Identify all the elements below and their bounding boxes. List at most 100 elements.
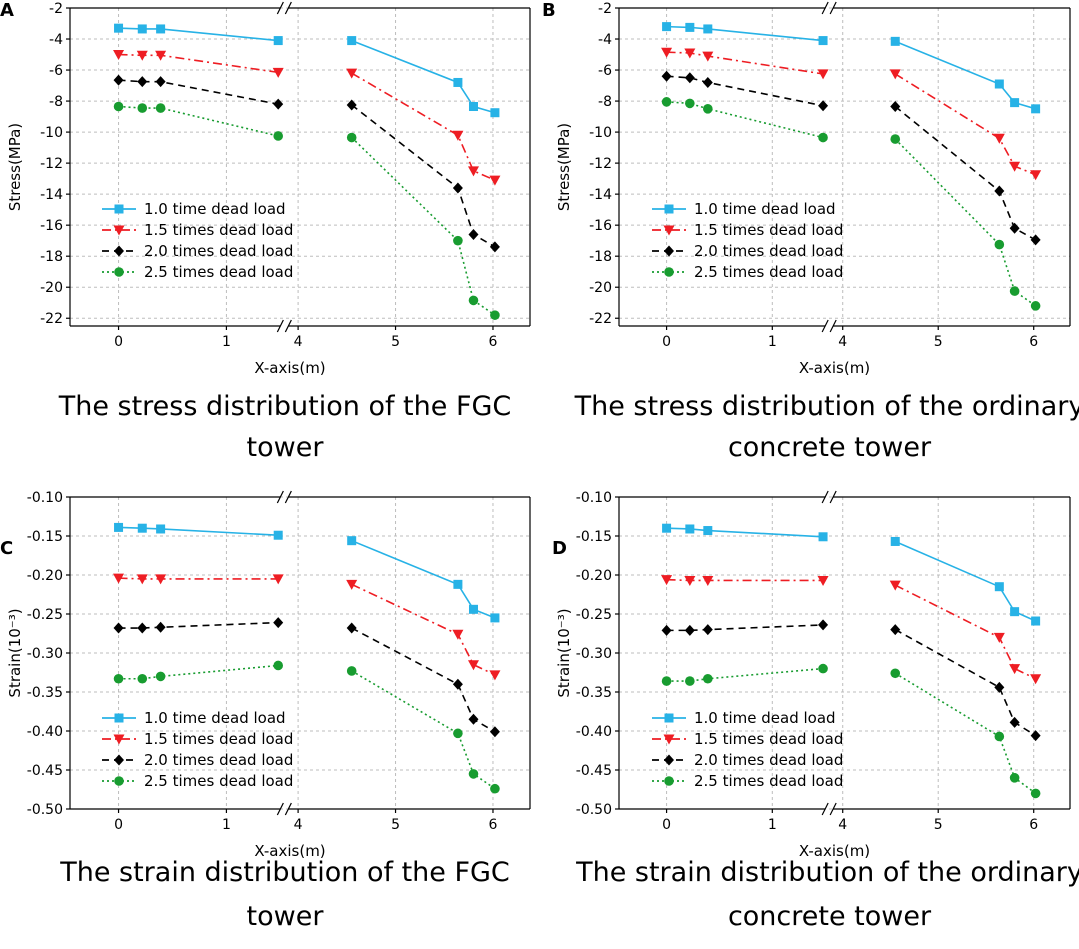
series-line-right [351,627,496,733]
plot-frame [69,1,531,333]
data-point [1009,286,1020,296]
y-tick-label: -0.35 [576,685,612,701]
data-point [273,660,284,671]
series-line-right [894,73,1036,176]
data-point [489,241,500,253]
data-point [662,523,672,533]
legend-marker [664,204,674,214]
data-point [453,235,463,246]
y-tick-label: -20 [589,280,612,296]
series-1 [662,523,1041,626]
data-point [467,166,479,177]
data-point [346,68,358,79]
axis-break-mark [284,802,292,816]
legend-label: 2.5 times dead load [144,772,293,790]
legend-marker [663,734,675,745]
data-point [703,673,713,684]
y-tick-label: -0.10 [576,490,612,506]
legend-label: 2.0 times dead load [694,751,843,769]
y-tick-label: -0.40 [27,724,63,740]
y-tick-label: -10 [589,125,612,141]
legend-label: 1.0 time dead load [144,709,286,727]
legend-marker [113,225,125,236]
legend-marker [663,225,675,236]
series-line-left [666,75,824,107]
series-line-left [666,25,824,42]
data-point [890,668,901,679]
data-point [1009,222,1020,234]
data-point [661,47,673,58]
data-point [468,604,478,614]
data-point [155,103,166,113]
x-tick-label: 6 [1029,817,1038,833]
x-tick-label: 1 [768,817,777,833]
legend: 1.0 time dead load 1.5 times dead load 2.0… [102,200,293,281]
y-axis-label: Stress(MPa) [6,123,24,211]
legend-marker [114,267,124,277]
series-line-left [118,664,279,680]
series-1 [114,23,500,118]
data-point [468,713,479,725]
data-point [818,532,828,542]
series-3 [113,74,500,253]
data-point [890,36,900,46]
x-tick-label: 1 [222,334,231,350]
y-tick-label: -0.15 [576,529,612,545]
data-point [453,77,463,87]
data-point [994,582,1004,592]
y-tick-label: -4 [598,32,612,48]
data-point [684,48,696,59]
data-point [994,731,1005,742]
data-point [661,70,672,82]
data-point [137,673,148,684]
plot-frame [618,1,1071,333]
legend-marker [664,267,674,277]
y-tick-label: -0.50 [576,802,612,818]
series-4 [113,101,500,320]
axis-break-mark [276,490,284,504]
series-3 [661,70,1041,246]
x-tick-label: 4 [838,334,847,350]
data-point [136,50,148,61]
legend-marker [114,713,124,723]
data-point [137,24,147,34]
legend-marker [114,754,124,766]
data-point [889,580,901,591]
x-tick-label: 0 [662,817,671,833]
data-point [817,69,829,80]
series-line-left [666,51,824,75]
data-point [113,622,124,634]
data-point [703,526,713,536]
series-line-left [666,527,824,538]
panel-letter: C [0,538,13,559]
chart-panel-a: -2 -4 -6 -8 -10 -12 -14 -16 -18 -20 -22 0 1 4 5 6 X-axis… [0,0,531,463]
chart-panel-d: -0.10 -0.15 -0.20 -0.25 -0.30 -0.35 -0.40 -0.45… [552,490,1079,932]
y-tick-label: -0.30 [27,646,63,662]
x-tick-label: 1 [222,817,231,833]
series-line-right [351,72,496,181]
data-point [137,622,148,634]
legend: 1.0 time dead load 1.5 times dead load 2.0… [652,200,843,281]
data-point [114,23,124,33]
data-point [890,101,901,113]
data-point [273,617,284,629]
x-tick-label: 4 [294,334,303,350]
y-tick-label: -6 [598,63,612,79]
y-tick-label: -6 [49,63,63,79]
y-tick-label: -0.45 [576,763,612,779]
data-point [468,102,478,112]
axis-break-mark [829,802,837,816]
series-line-right [894,138,1037,307]
data-point [113,573,125,584]
data-point [453,728,463,739]
data-point [468,295,479,306]
legend-marker [114,776,124,786]
data-point [818,663,828,674]
data-point [467,660,479,671]
y-tick-label: -18 [589,249,612,265]
legend-label: 1.0 time dead load [694,709,836,727]
data-point [1031,616,1041,626]
data-point [818,36,828,46]
data-point [137,76,148,88]
